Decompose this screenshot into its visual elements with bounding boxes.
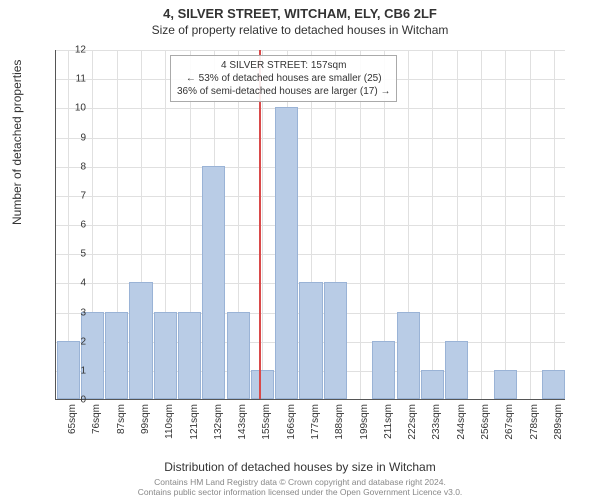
annotation-box: 4 SILVER STREET: 157sqm ← 53% of detache… [170, 55, 397, 102]
x-tick: 188sqm [334, 404, 345, 454]
x-tick: 289sqm [553, 404, 564, 454]
y-tick: 8 [66, 161, 86, 172]
x-tick: 143sqm [237, 404, 248, 454]
y-tick: 2 [66, 336, 86, 347]
y-tick: 6 [66, 220, 86, 231]
x-axis-label: Distribution of detached houses by size … [0, 460, 600, 474]
plot-region [55, 50, 565, 400]
annotation-line3: 36% of semi-detached houses are larger (… [177, 85, 390, 98]
x-tick: 166sqm [286, 404, 297, 454]
x-tick: 256sqm [480, 404, 491, 454]
bar [299, 282, 322, 399]
y-tick: 12 [66, 45, 86, 56]
y-tick: 7 [66, 190, 86, 201]
bar [154, 312, 177, 400]
y-axis-label: Number of detached properties [10, 60, 24, 225]
x-tick: 110sqm [164, 404, 175, 454]
y-tick: 4 [66, 278, 86, 289]
x-tick: 267sqm [504, 404, 515, 454]
gridline-v [262, 50, 263, 399]
x-tick: 222sqm [407, 404, 418, 454]
x-tick: 278sqm [529, 404, 540, 454]
x-tick: 233sqm [431, 404, 442, 454]
x-tick: 76sqm [91, 404, 102, 454]
x-tick: 244sqm [456, 404, 467, 454]
x-tick: 99sqm [140, 404, 151, 454]
gridline-v [360, 50, 361, 399]
bar [178, 312, 201, 400]
x-tick: 177sqm [310, 404, 321, 454]
bar [445, 341, 468, 399]
x-tick: 132sqm [213, 404, 224, 454]
bar [542, 370, 565, 399]
y-tick: 11 [66, 74, 86, 85]
gridline-v [481, 50, 482, 399]
bar [202, 166, 225, 399]
gridline-v [530, 50, 531, 399]
bar [494, 370, 517, 399]
chart-title: 4, SILVER STREET, WITCHAM, ELY, CB6 2LF [0, 0, 600, 21]
bar [397, 312, 420, 400]
annotation-line1: 4 SILVER STREET: 157sqm [177, 59, 390, 72]
gridline-v [554, 50, 555, 399]
chart-area: 4 SILVER STREET: 157sqm ← 53% of detache… [55, 50, 565, 400]
y-tick: 10 [66, 103, 86, 114]
y-tick: 3 [66, 307, 86, 318]
x-tick: 87sqm [116, 404, 127, 454]
bar [324, 282, 347, 399]
bar [275, 107, 298, 399]
attribution-line2: Contains public sector information licen… [0, 487, 600, 497]
x-tick: 121sqm [189, 404, 200, 454]
gridline-v [432, 50, 433, 399]
bar [129, 282, 152, 399]
bar [251, 370, 274, 399]
marker-line [259, 50, 261, 399]
y-tick: 9 [66, 132, 86, 143]
chart-subtitle: Size of property relative to detached ho… [0, 21, 600, 37]
bar [372, 341, 395, 399]
attribution: Contains HM Land Registry data © Crown c… [0, 477, 600, 497]
x-tick: 65sqm [67, 404, 78, 454]
x-tick: 211sqm [383, 404, 394, 454]
y-tick: 1 [66, 365, 86, 376]
bar [105, 312, 128, 400]
gridline-v [505, 50, 506, 399]
annotation-line2: ← 53% of detached houses are smaller (25… [177, 72, 390, 85]
bar [81, 312, 104, 400]
y-tick: 5 [66, 249, 86, 260]
bar [227, 312, 250, 400]
x-tick: 155sqm [261, 404, 272, 454]
attribution-line1: Contains HM Land Registry data © Crown c… [0, 477, 600, 487]
x-tick: 199sqm [359, 404, 370, 454]
bar [421, 370, 444, 399]
